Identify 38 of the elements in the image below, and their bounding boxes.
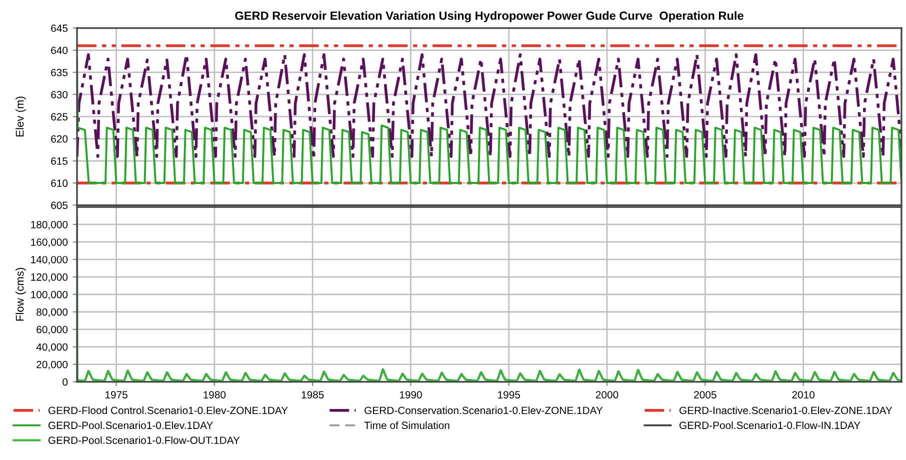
legend-label: GERD-Pool.Scenario1-0.Flow-IN.1DAY — [680, 421, 860, 430]
y-tick-label: 0 — [62, 378, 68, 386]
chart-title: GERD Reservoir Elevation Variation Using Hydropower Power Gude Curve Operation Rule — [235, 11, 744, 22]
y-tick-label: 635 — [51, 68, 68, 76]
y-tick-label: 645 — [51, 24, 68, 32]
y-tick-label: 120,000 — [31, 273, 68, 282]
legend-label: GERD-Inactive.Scenario1-0.Elev-ZONE.1DAY — [680, 406, 892, 414]
legend-label: GERD-Flood Control.Scenario1-0.Elev-ZONE.1DAY — [48, 406, 288, 414]
y-tick-label: 100,000 — [31, 290, 68, 300]
line-series — [77, 53, 902, 160]
y-axis-title: Flow (cms) — [16, 268, 26, 321]
x-tick-label: 2000 — [596, 391, 618, 398]
y-tick-label: 610 — [51, 180, 68, 187]
x-tick-label: 1990 — [400, 391, 422, 398]
y-tick-label: 160,000 — [31, 238, 68, 248]
y-tick-label: 20,000 — [36, 360, 68, 370]
legend-label: GERD-Pool.Scenario1-0.Elev.1DAY — [48, 421, 213, 430]
y-tick-label: 615 — [51, 157, 68, 165]
x-tick-label: 1975 — [105, 391, 128, 398]
x-tick-label: 1980 — [204, 391, 226, 398]
x-tick-label: 1985 — [302, 391, 324, 398]
y-tick-label: 605 — [51, 202, 68, 210]
y-tick-label: 140,000 — [31, 256, 68, 265]
x-tick-label: 2010 — [792, 391, 814, 398]
y-tick-label: 180,000 — [31, 220, 68, 230]
legend-label: GERD-Pool.Scenario1-0.Flow-OUT.1DAY — [48, 436, 240, 444]
y-tick-label: 80,000 — [36, 308, 68, 317]
y-tick-label: 620 — [51, 135, 68, 143]
legend-label: Time of Simulation — [364, 421, 450, 430]
y-tick-label: 630 — [51, 90, 68, 98]
x-tick-label: 2005 — [694, 391, 716, 398]
y-tick-label: 60,000 — [36, 326, 68, 334]
y-tick-label: 625 — [51, 113, 68, 120]
y-tick-label: 40,000 — [36, 343, 68, 352]
y-tick-label: 640 — [51, 46, 68, 54]
x-tick-label: 1995 — [498, 391, 520, 398]
y-axis-title: Elev (m) — [16, 96, 26, 136]
legend-label: GERD-Conservation.Scenario1-0.Elev-ZONE.1DAY — [364, 406, 603, 414]
